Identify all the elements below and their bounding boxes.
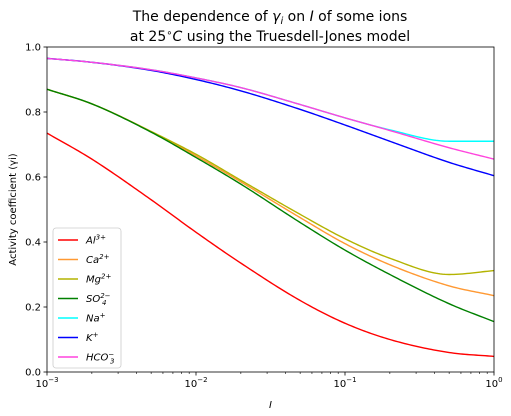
chart-title-line-2: at 25∘C using the Truesdell-Jones model [130,28,410,45]
legend-label: Mg2+ [86,273,111,286]
y-axis-label: Activity coefficient (γi) [8,153,19,265]
x-axis-label: I [269,400,272,411]
legend-label: K+ [86,331,99,344]
axis-ticks: 10−3 10−2 10−1 100 0.0 0.2 0.4 0.6 0.8 1.0 [25,43,503,391]
y-tick-label: 0.0 [25,368,41,379]
x-tick-label: 100 [485,376,502,390]
x-tick-label: 10−1 [333,376,356,390]
legend-label: Na+ [86,312,106,325]
y-tick-label: 0.2 [25,303,41,314]
y-tick-label: 0.6 [25,173,41,184]
series-lines [46,57,495,358]
series-line-3 [46,88,495,323]
legend-label: SO2− 4 [86,292,111,307]
x-tick-label: 10−3 [35,376,58,390]
y-tick-label: 0.4 [25,238,41,249]
y-tick-label: 0.8 [25,108,41,119]
series-line-5 [46,57,495,177]
plot-frame [46,46,495,373]
series-line-0 [46,132,495,358]
legend-label: Al3+ [85,234,106,247]
legend-label: Ca2+ [86,253,110,266]
x-tick-label: 10−2 [184,376,207,390]
legend-box [52,227,122,369]
legend: Al3+ Ca2+ Mg2+ SO2− 4 Na+ K+ HCO− 3 [52,227,122,369]
series-line-6 [46,57,495,160]
chart-title-line-1: The dependence of γi on I of some ions [132,9,408,27]
legend-label: HCO− 3 [86,351,114,366]
y-tick-label: 1.0 [25,43,41,54]
